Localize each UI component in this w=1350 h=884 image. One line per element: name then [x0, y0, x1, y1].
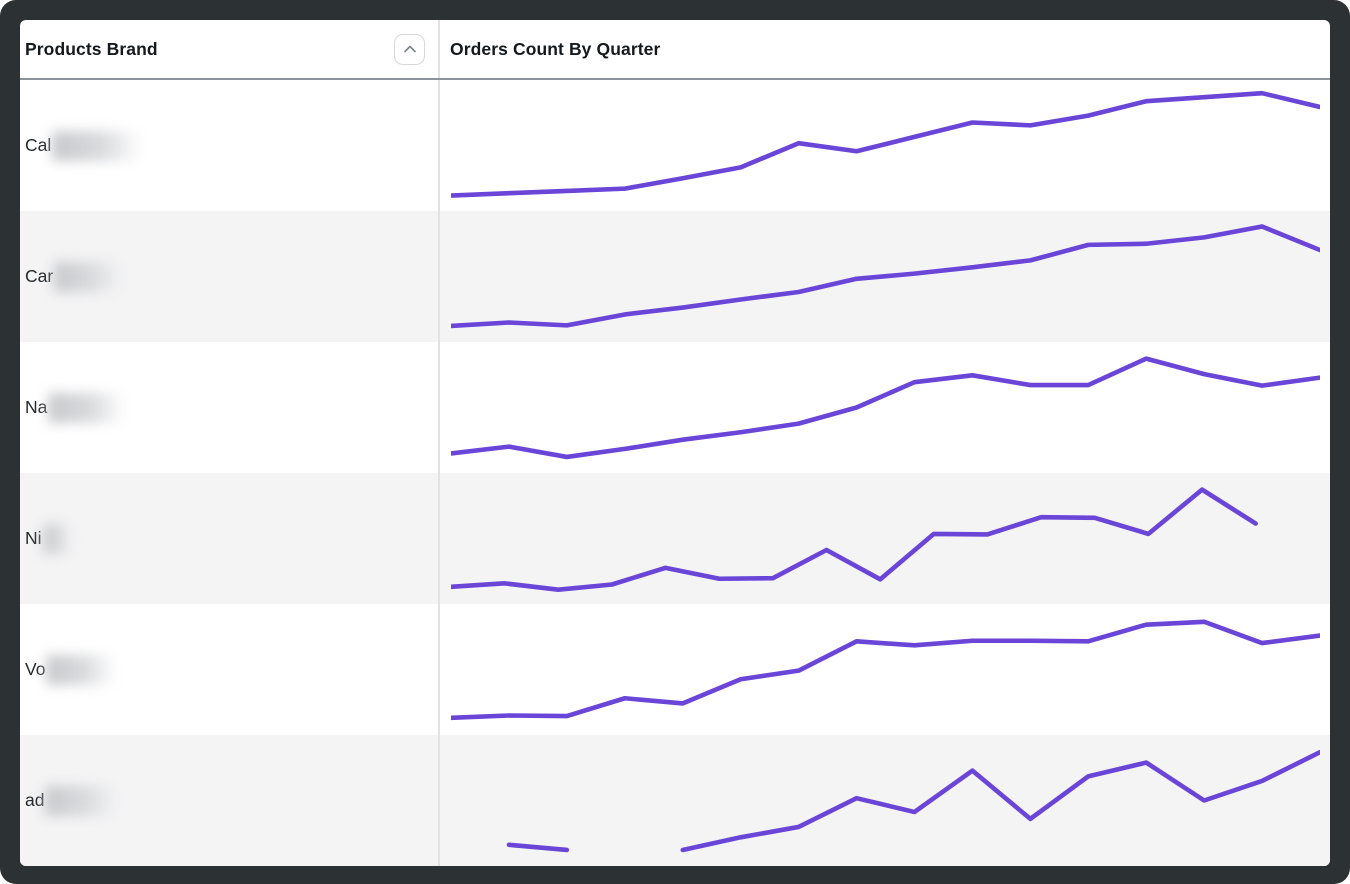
chevron-up-icon	[401, 42, 419, 56]
brand-cell: Car	[20, 211, 438, 342]
sparkline-cell	[438, 473, 1330, 604]
table-row[interactable]: Na	[20, 342, 1330, 473]
brand-cell: Vo	[20, 604, 438, 735]
orders-sparkline-chart	[451, 219, 1320, 334]
column-header-orders-count: Orders Count By Quarter	[450, 38, 661, 59]
header-cell-orders-count: Orders Count By Quarter	[438, 20, 1330, 78]
redacted-text-blur	[54, 261, 123, 292]
sparkline-cell	[438, 604, 1330, 735]
sparkline-cell	[438, 211, 1330, 342]
redacted-text-blur	[45, 785, 118, 816]
brand-cell: Ni	[20, 473, 438, 604]
results-table-card: Products Brand Orders Count By Quarter C…	[20, 20, 1330, 866]
orders-sparkline-chart	[451, 350, 1320, 465]
redacted-text-blur	[48, 392, 126, 423]
redacted-text-blur	[42, 523, 72, 554]
table-row[interactable]: Car	[20, 211, 1330, 342]
brand-label: Cal	[25, 135, 52, 155]
sort-ascending-button[interactable]	[394, 33, 425, 65]
brand-label: Vo	[25, 659, 46, 679]
table-row[interactable]: Ni	[20, 473, 1330, 604]
brand-label: Ni	[25, 528, 42, 548]
brand-label: Car	[25, 266, 54, 286]
sparkline-cell	[438, 342, 1330, 473]
column-divider	[438, 20, 440, 866]
orders-sparkline-chart	[451, 481, 1320, 596]
orders-sparkline-chart	[451, 612, 1320, 727]
brand-cell: Cal	[20, 80, 438, 211]
sparkline-cell	[438, 735, 1330, 866]
table-row[interactable]: Cal	[20, 80, 1330, 211]
redacted-text-blur	[52, 130, 143, 161]
column-header-products-brand: Products Brand	[25, 38, 158, 59]
table-header: Products Brand Orders Count By Quarter	[20, 20, 1330, 80]
redacted-text-blur	[46, 654, 116, 685]
brand-label: ad	[25, 790, 45, 810]
brand-cell: Na	[20, 342, 438, 473]
header-cell-products-brand: Products Brand	[20, 20, 438, 78]
brand-cell: ad	[20, 735, 438, 866]
orders-sparkline-chart	[451, 743, 1320, 858]
table-row[interactable]: ad	[20, 735, 1330, 866]
table-row[interactable]: Vo	[20, 604, 1330, 735]
brand-label: Na	[25, 397, 48, 417]
orders-sparkline-chart	[451, 88, 1320, 203]
table-body: Cal Car Na Ni	[20, 80, 1330, 866]
sparkline-cell	[438, 80, 1330, 211]
